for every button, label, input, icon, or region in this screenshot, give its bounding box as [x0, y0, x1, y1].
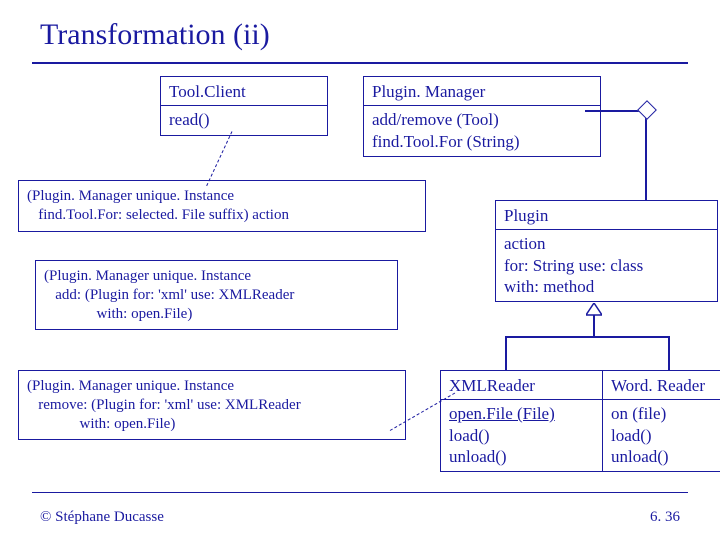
edge [505, 336, 670, 338]
inheritance-triangle-icon [586, 303, 600, 315]
class-xml-reader: XMLReaderopen.File (File)load()unload() [440, 370, 608, 472]
class-plugin: Pluginactionfor: String use: classwith: … [495, 200, 718, 302]
edge [668, 336, 670, 370]
note-remove: (Plugin. Manager unique. Instance remove… [18, 370, 406, 440]
dashed-line-1 [206, 131, 232, 186]
aggregation-diamond-icon [637, 100, 657, 120]
class-tool-client: Tool.Clientread() [160, 76, 328, 136]
slide-title: Transformation (ii) [40, 18, 270, 52]
class-word-reader: Word. Readeron (file)load()unload() [602, 370, 720, 472]
footer-right: 6. 36 [650, 509, 680, 526]
edge [645, 110, 647, 200]
class-plugin-manager: Plugin. Manageradd/remove (Tool)find.Too… [363, 76, 601, 157]
slide: Transformation (ii) Tool.Clientread() Pl… [0, 0, 720, 540]
note-add: (Plugin. Manager unique. Instance add: (… [35, 260, 398, 330]
footer-left: © Stéphane Ducasse [40, 509, 164, 526]
edge [505, 336, 507, 370]
title-rule [32, 62, 688, 64]
note-find-tool: (Plugin. Manager unique. Instance find.T… [18, 180, 426, 232]
footer-rule [32, 492, 688, 493]
